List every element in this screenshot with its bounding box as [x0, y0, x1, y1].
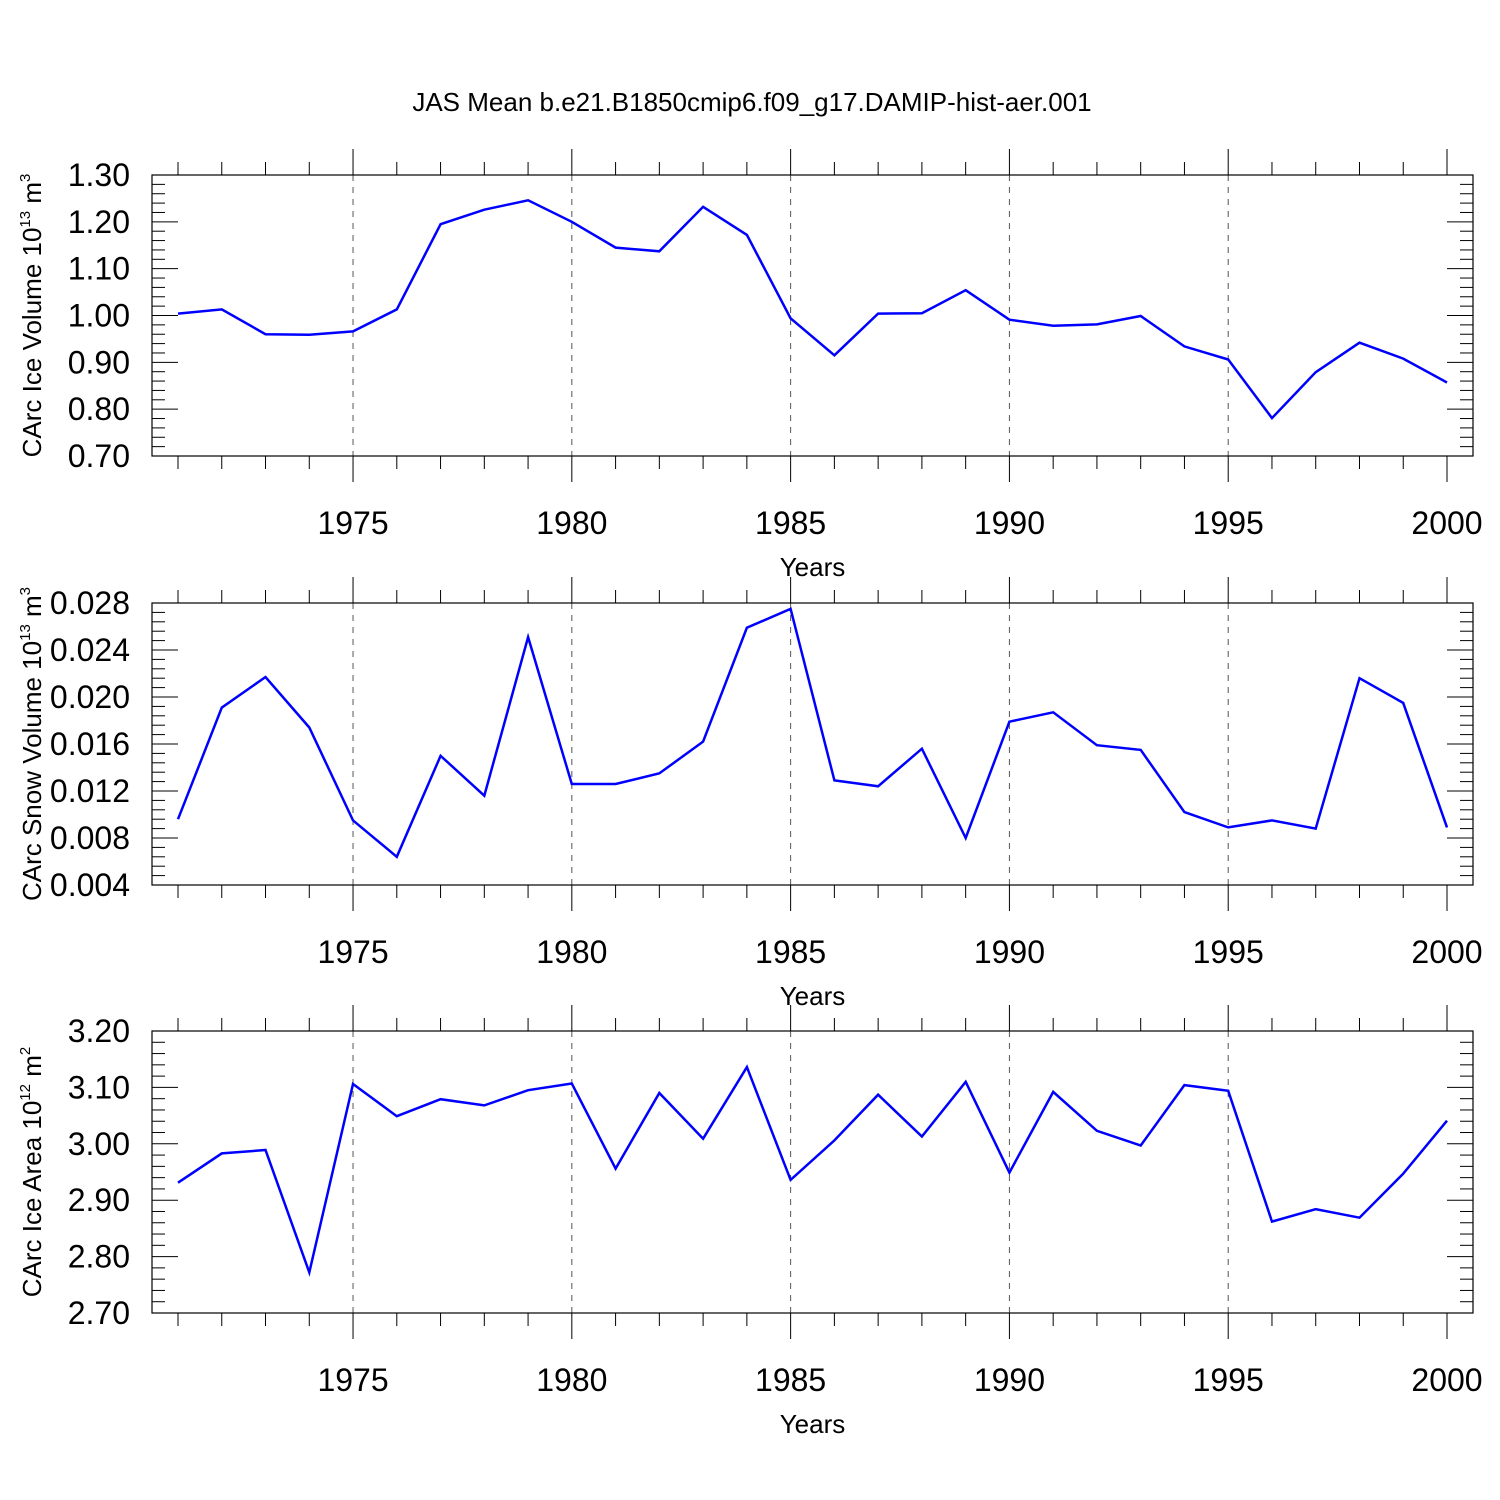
x-axis-label: Years [780, 981, 846, 1011]
y-tick-label: 0.008 [50, 820, 130, 856]
y-tick-label: 1.20 [68, 204, 130, 240]
y-axis-label: CArc Ice Volume 1013 m3 [17, 174, 47, 458]
y-tick-label: 0.012 [50, 773, 130, 809]
panel-1: 0.70 0.80 0.90 1.00 1.10 1.20 1.30 1975 1980 1985… [17, 149, 1483, 582]
y-tick-label: 0.024 [50, 632, 130, 668]
y-tick-label: 1.30 [68, 157, 130, 193]
y-axis-label: CArc Snow Volume 1013 m3 [17, 587, 47, 901]
x-tick-label: 1985 [755, 934, 826, 970]
y-tick-label: 0.80 [68, 391, 130, 427]
x-tick-label: 1975 [317, 505, 388, 541]
data-line [177, 1064, 1448, 1277]
x-tick-label: 1985 [755, 505, 826, 541]
data-line [176, 607, 1449, 859]
y-tick-label: 0.90 [68, 344, 130, 380]
x-tick-label: 1990 [974, 505, 1045, 541]
x-axis-label: Years [780, 1409, 846, 1439]
y-tick-label: 2.70 [68, 1295, 130, 1331]
x-tick-label: 2000 [1411, 1362, 1482, 1398]
panel-3: 2.70 2.80 2.90 3.00 3.10 3.20 1975 1980 1985 1990… [17, 1005, 1483, 1439]
y-tick-label: 0.028 [50, 585, 130, 621]
x-tick-label: 1990 [974, 934, 1045, 970]
y-tick-label: 3.20 [68, 1013, 130, 1049]
x-tick-label: 1995 [1193, 934, 1264, 970]
y-tick-label: 1.10 [68, 251, 130, 287]
x-tick-label: 1980 [536, 505, 607, 541]
x-tick-label: 2000 [1411, 934, 1482, 970]
panel-2: 0.004 0.008 0.012 0.016 0.020 0.024 0.028 1975 1… [17, 577, 1483, 1011]
y-axis-label: CArc Ice Area 1012 m2 [17, 1047, 47, 1297]
y-tick-label: 3.00 [68, 1126, 130, 1162]
x-tick-label: 1985 [755, 1362, 826, 1398]
plot-frame [151, 1030, 1474, 1314]
x-tick-label: 1980 [536, 1362, 607, 1398]
plot-frame [151, 602, 1474, 886]
x-tick-label: 2000 [1411, 505, 1482, 541]
chart-title: JAS Mean b.e21.B1850cmip6.f09_g17.DAMIP-… [412, 87, 1091, 117]
y-tick-label: 1.00 [68, 298, 130, 334]
x-tick-label: 1975 [317, 1362, 388, 1398]
y-tick-label: 2.80 [68, 1239, 130, 1275]
y-tick-label: 0.016 [50, 726, 130, 762]
y-tick-label: 2.90 [68, 1182, 130, 1218]
y-tick-label: 3.10 [68, 1069, 130, 1105]
y-tick-label: 0.70 [68, 438, 130, 474]
y-tick-label: 0.020 [50, 679, 130, 715]
x-tick-label: 1995 [1193, 505, 1264, 541]
x-axis-label: Years [780, 552, 846, 582]
y-tick-label: 0.004 [50, 867, 130, 903]
x-tick-label: 1975 [317, 934, 388, 970]
x-tick-label: 1995 [1193, 1362, 1264, 1398]
data-line [177, 198, 1448, 421]
x-tick-label: 1990 [974, 1362, 1045, 1398]
x-tick-label: 1980 [536, 934, 607, 970]
